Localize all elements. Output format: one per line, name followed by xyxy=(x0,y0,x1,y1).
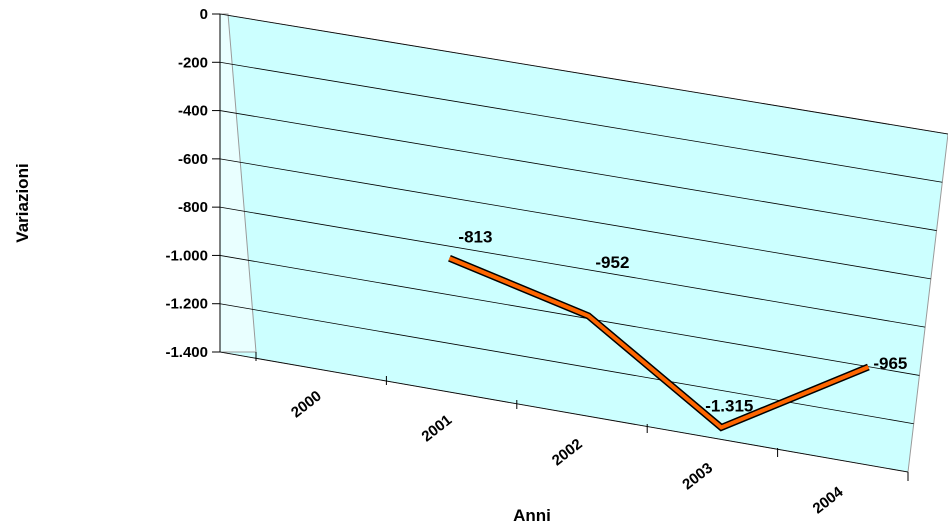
x-tick-label: 2003 xyxy=(679,459,716,493)
gridline xyxy=(219,110,937,231)
gridline xyxy=(219,303,914,425)
back-wall xyxy=(219,13,948,473)
series-line xyxy=(448,256,870,430)
y-tick-label: -200 xyxy=(178,54,208,71)
y-tick-label: -400 xyxy=(178,103,208,120)
x-tick-label: 2004 xyxy=(810,483,847,517)
x-tick-label: 2000 xyxy=(288,387,325,421)
y-tick-label: 0 xyxy=(200,6,208,23)
y-tick-label: -800 xyxy=(178,199,208,216)
x-tick-label: 2002 xyxy=(549,435,586,469)
gridline xyxy=(219,13,948,135)
y-tick-label: -600 xyxy=(178,151,208,168)
gridline xyxy=(219,351,909,473)
data-label: -813 xyxy=(458,227,492,246)
x-tick-label: 2001 xyxy=(418,411,455,445)
gridline xyxy=(219,158,931,280)
y-tick-label: -1.200 xyxy=(165,296,208,313)
gridline xyxy=(219,61,943,183)
data-label: -965 xyxy=(873,354,907,373)
y-axis-title: Variazioni xyxy=(13,163,32,242)
data-label: -952 xyxy=(595,253,629,272)
data-label: -1.315 xyxy=(705,396,753,415)
gridline xyxy=(219,206,926,328)
x-axis-title: Anni xyxy=(513,506,551,525)
gridline xyxy=(219,255,920,376)
y-tick-label: -1.000 xyxy=(165,247,208,264)
y-tick-label: -1.400 xyxy=(165,344,208,361)
